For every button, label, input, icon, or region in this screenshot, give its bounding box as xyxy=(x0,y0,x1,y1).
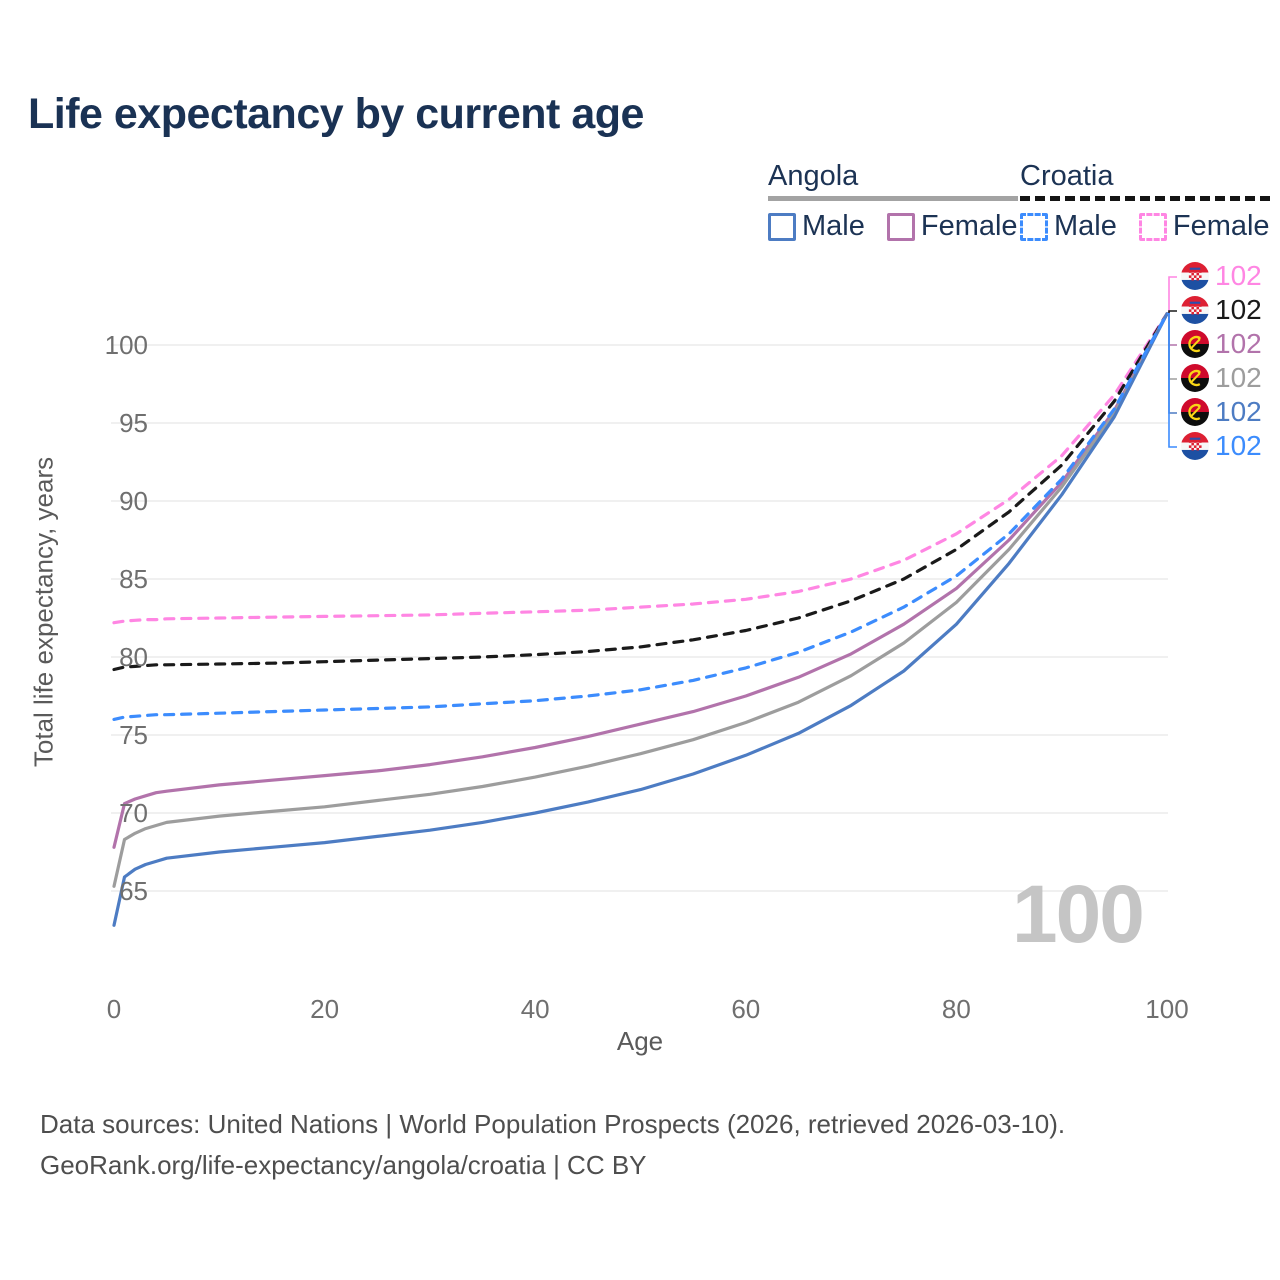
legend-item-croatia-female[interactable]: Female xyxy=(1138,210,1270,243)
legend-group-angola: Angola Male Female xyxy=(768,160,1018,243)
series-end-label-angola-female: 102 xyxy=(1181,330,1262,358)
legend-label: Female xyxy=(920,210,1018,242)
angola-flag-icon xyxy=(1181,398,1209,426)
end-value: 102 xyxy=(1215,260,1262,291)
end-value: 102 xyxy=(1215,430,1262,461)
series-end-label-croatia-both-sexes: 102 xyxy=(1181,296,1262,324)
croatia-flag-icon xyxy=(1181,432,1209,460)
footer-line-2: GeoRank.org/life-expectancy/angola/croat… xyxy=(40,1150,647,1180)
series-line-croatia-male xyxy=(112,312,1169,722)
croatia-male-swatch xyxy=(1020,212,1048,241)
legend-item-croatia-male[interactable]: Male xyxy=(1020,210,1117,243)
x-axis-title: Age xyxy=(616,1026,664,1056)
y-axis-title: Total life expectancy, years xyxy=(28,456,59,768)
croatia-flag-icon xyxy=(1181,296,1209,324)
series-line-croatia-both-sexes xyxy=(112,312,1169,672)
legend-label: Male xyxy=(802,210,865,242)
y-tick-label: 90 xyxy=(119,486,148,516)
y-tick-label: 65 xyxy=(119,876,148,906)
y-tick-label: 75 xyxy=(119,720,148,750)
page-title: Life expectancy by current age xyxy=(28,90,644,138)
croatia-female-swatch xyxy=(1138,212,1167,241)
end-value: 102 xyxy=(1215,396,1262,427)
end-value: 102 xyxy=(1215,362,1262,393)
angola-female-swatch xyxy=(886,212,915,241)
legend-group-croatia: Croatia Male Female xyxy=(1020,160,1270,243)
series-end-label-angola-male: 102 xyxy=(1181,398,1262,426)
angola-male-swatch xyxy=(768,212,796,241)
series-line-angola-male xyxy=(112,312,1169,927)
angola-solid-line-key xyxy=(768,196,1018,201)
age-counter-watermark: 100 xyxy=(1012,869,1145,960)
series-end-label-croatia-male: 102 xyxy=(1181,432,1262,460)
legend-label: Female xyxy=(1172,210,1270,242)
end-label-connector xyxy=(1167,313,1177,448)
legend-item-angola-female[interactable]: Female xyxy=(886,210,1018,243)
footer-line-1: Data sources: United Nations | World Pop… xyxy=(40,1109,1066,1139)
x-tick-label: 0 xyxy=(106,994,122,1024)
legend-item-angola-male[interactable]: Male xyxy=(768,210,865,243)
data-sources-footer: Data sources: United Nations | World Pop… xyxy=(40,1104,1065,1186)
series-line-croatia-female xyxy=(112,312,1169,625)
x-tick-label: 100 xyxy=(1145,994,1189,1024)
croatia-dashed-line-key xyxy=(1020,196,1270,201)
x-tick-label: 60 xyxy=(731,994,761,1024)
legend-country-croatia: Croatia xyxy=(1020,160,1114,192)
y-tick-label: 95 xyxy=(119,408,148,438)
y-tick-label: 70 xyxy=(119,798,148,828)
series-line-angola-both-sexes xyxy=(112,312,1169,888)
x-tick-label: 80 xyxy=(941,994,971,1024)
y-tick-label: 100 xyxy=(104,330,148,360)
legend-country-angola: Angola xyxy=(768,160,859,192)
x-tick-label: 20 xyxy=(310,994,340,1024)
end-value: 102 xyxy=(1215,328,1262,359)
angola-flag-icon xyxy=(1181,364,1209,392)
series-line-angola-female xyxy=(112,312,1169,849)
end-label-connector xyxy=(1167,276,1177,315)
series-end-label-croatia-female: 102 xyxy=(1181,262,1262,290)
y-tick-label: 85 xyxy=(119,564,148,594)
angola-flag-icon xyxy=(1181,330,1209,358)
legend-label: Male xyxy=(1054,210,1117,242)
y-tick-label: 80 xyxy=(119,642,148,672)
end-value: 102 xyxy=(1215,294,1262,325)
x-tick-label: 40 xyxy=(520,994,550,1024)
croatia-flag-icon xyxy=(1181,262,1209,290)
series-end-label-angola-both-sexes: 102 xyxy=(1181,364,1262,392)
